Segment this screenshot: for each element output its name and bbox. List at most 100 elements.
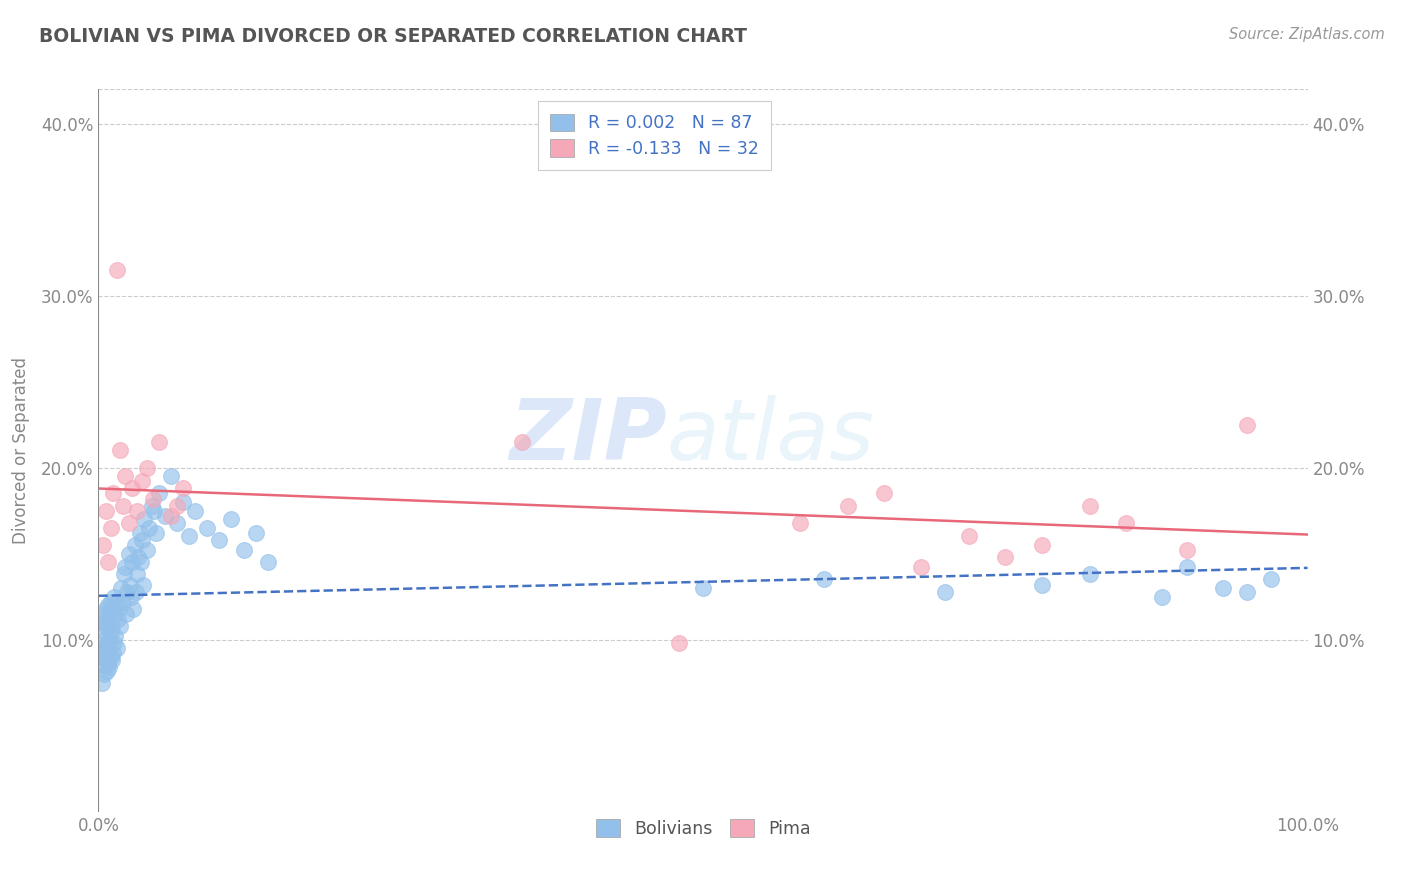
Point: [121, 555, 143, 569]
Point: [1236, 417, 1258, 432]
Point: [245, 526, 267, 541]
Point: [118, 547, 141, 561]
Point: [994, 550, 1017, 565]
Point: [91, 658, 114, 673]
Point: [1078, 499, 1101, 513]
Point: [934, 584, 956, 599]
Point: [135, 460, 157, 475]
Point: [1152, 590, 1174, 604]
Point: [93, 667, 115, 681]
Point: [141, 499, 163, 513]
Point: [221, 512, 243, 526]
Point: [103, 636, 125, 650]
Point: [91, 641, 114, 656]
Point: [1212, 581, 1234, 595]
Point: [957, 529, 980, 543]
Point: [98, 660, 121, 674]
Point: [96, 643, 118, 657]
Point: [91, 624, 114, 639]
Point: [789, 516, 811, 530]
Point: [94, 640, 117, 654]
Point: [108, 619, 131, 633]
Point: [120, 590, 142, 604]
Point: [128, 526, 150, 541]
Point: [101, 486, 124, 500]
Point: [118, 577, 141, 591]
Point: [124, 538, 146, 552]
Point: [97, 657, 120, 671]
Point: [111, 499, 134, 513]
Point: [256, 555, 278, 569]
Point: [122, 601, 145, 615]
Point: [100, 619, 122, 633]
Point: [91, 675, 114, 690]
Point: [94, 653, 117, 667]
Point: [153, 508, 176, 523]
Point: [100, 653, 122, 667]
Point: [101, 601, 124, 615]
Point: [105, 262, 128, 277]
Point: [96, 612, 118, 626]
Point: [1236, 584, 1258, 599]
Point: [160, 469, 183, 483]
Point: [1031, 538, 1053, 552]
Point: [1031, 577, 1053, 591]
Point: [208, 533, 231, 547]
Point: [1175, 560, 1198, 574]
Point: [910, 560, 932, 574]
Point: [510, 434, 533, 449]
Point: [132, 577, 155, 591]
Point: [114, 560, 136, 574]
Point: [118, 516, 141, 530]
Point: [97, 636, 120, 650]
Point: [105, 641, 128, 656]
Point: [93, 647, 115, 661]
Point: [103, 590, 125, 604]
Point: [121, 481, 143, 495]
Point: [232, 543, 254, 558]
Point: [110, 581, 132, 595]
Point: [108, 601, 131, 615]
Point: [100, 521, 122, 535]
Point: [127, 567, 149, 582]
Point: [93, 607, 115, 621]
Point: [91, 615, 114, 630]
Point: [98, 632, 121, 647]
Point: [125, 584, 148, 599]
Point: [127, 503, 149, 517]
Point: [179, 529, 201, 543]
Point: [91, 538, 114, 552]
Text: ZIP: ZIP: [509, 394, 666, 477]
Point: [142, 491, 165, 506]
Y-axis label: Divorced or Separated: Divorced or Separated: [11, 357, 30, 544]
Point: [114, 469, 136, 483]
Point: [145, 526, 167, 541]
Point: [97, 555, 120, 569]
Point: [104, 607, 127, 621]
Point: [100, 649, 122, 664]
Point: [105, 599, 128, 613]
Point: [837, 499, 859, 513]
Point: [143, 503, 166, 517]
Point: [115, 607, 138, 621]
Point: [104, 629, 127, 643]
Point: [94, 619, 117, 633]
Point: [127, 550, 149, 565]
Point: [813, 573, 835, 587]
Point: [138, 521, 160, 535]
Point: [129, 555, 152, 569]
Point: [692, 581, 714, 595]
Point: [1175, 543, 1198, 558]
Point: [94, 601, 117, 615]
Point: [184, 503, 207, 517]
Point: [135, 543, 157, 558]
Point: [96, 664, 118, 678]
Point: [94, 503, 117, 517]
Point: [166, 516, 188, 530]
Point: [1260, 573, 1282, 587]
Text: atlas: atlas: [666, 394, 875, 477]
Point: [668, 636, 690, 650]
Point: [93, 632, 115, 647]
Point: [131, 475, 153, 489]
Legend: Bolivians, Pima: Bolivians, Pima: [583, 807, 823, 850]
